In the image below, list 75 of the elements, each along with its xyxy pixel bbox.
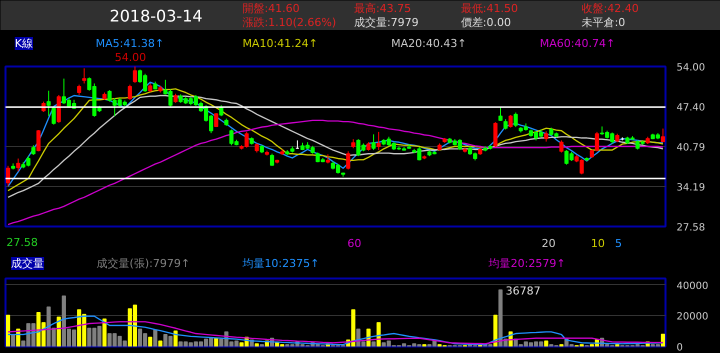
annotation: 36787 bbox=[506, 284, 541, 298]
line-series bbox=[7, 120, 664, 226]
text: 10 bbox=[590, 237, 605, 250]
candlestick bbox=[82, 68, 86, 84]
candlestick bbox=[132, 66, 138, 84]
bar bbox=[153, 330, 158, 346]
bar bbox=[6, 314, 10, 346]
text: MA10:41.24↑ bbox=[242, 37, 318, 50]
bar bbox=[174, 330, 178, 346]
text: 60 bbox=[347, 237, 362, 250]
text: MA20:40.43↑ bbox=[391, 37, 467, 50]
bar bbox=[102, 318, 107, 346]
text: 成交量(張):7979↑ bbox=[96, 257, 190, 270]
text: 最低:41.50 bbox=[460, 2, 518, 15]
candlestick bbox=[270, 153, 274, 166]
candlestick bbox=[16, 158, 20, 172]
text: 均量10:2375↑ bbox=[241, 257, 320, 270]
candlestick bbox=[326, 154, 330, 164]
bar bbox=[11, 334, 16, 346]
y-tick-label: 40.79 bbox=[676, 142, 706, 154]
text: 漲跌:1.10(2.66%) bbox=[242, 16, 336, 29]
y-tick-label: 54.00 bbox=[676, 62, 706, 74]
bar bbox=[660, 334, 666, 346]
candlestick bbox=[351, 138, 356, 149]
candlestick bbox=[219, 104, 224, 117]
y-tick-label: 0 bbox=[676, 342, 683, 353]
candlestick bbox=[46, 90, 51, 117]
text: 54.00 bbox=[114, 51, 146, 64]
text: 成交量 bbox=[11, 257, 44, 270]
bar bbox=[254, 343, 259, 346]
candlestick bbox=[504, 118, 508, 130]
candlestick bbox=[77, 84, 82, 96]
bar bbox=[544, 340, 548, 346]
candlestick bbox=[254, 142, 259, 153]
y-tick-label: 27.58 bbox=[676, 222, 706, 234]
candlestick bbox=[508, 114, 513, 128]
candlestick bbox=[376, 131, 381, 151]
bar bbox=[372, 341, 376, 346]
y-tick-label: 40000 bbox=[676, 280, 708, 292]
text: MA60:40.74↑ bbox=[540, 37, 616, 50]
line-series bbox=[7, 316, 664, 346]
text: 27.58 bbox=[6, 236, 38, 249]
text: K線 bbox=[14, 37, 34, 50]
y-tick-label: 20000 bbox=[676, 312, 708, 323]
bar bbox=[158, 340, 162, 346]
chart-title: 2018-03-14 bbox=[110, 6, 203, 26]
text: 最高:43.75 bbox=[354, 2, 412, 15]
candlestick bbox=[660, 128, 666, 143]
candlestick bbox=[6, 165, 10, 186]
text: 5 bbox=[615, 237, 622, 250]
text: 20 bbox=[542, 237, 556, 250]
bar bbox=[148, 336, 152, 346]
text: 開盤:41.60 bbox=[242, 2, 300, 15]
candlestick bbox=[36, 130, 41, 152]
candlestick bbox=[128, 84, 132, 100]
text: 未平倉:0 bbox=[582, 16, 626, 29]
y-tick-label: 47.40 bbox=[676, 102, 706, 114]
candlestick bbox=[174, 93, 178, 104]
text: 價差:0.00 bbox=[460, 16, 511, 29]
candlestick bbox=[372, 134, 376, 151]
candlestick bbox=[544, 130, 548, 142]
candlestick bbox=[493, 122, 498, 148]
candlestick bbox=[346, 150, 350, 170]
candlestick bbox=[31, 144, 36, 156]
line-series bbox=[7, 321, 664, 344]
y-tick-label: 34.19 bbox=[676, 182, 706, 194]
bar bbox=[214, 338, 218, 346]
text: 均量20:2579↑ bbox=[488, 257, 566, 270]
text: 收盤:42.40 bbox=[582, 2, 639, 15]
candlestick bbox=[559, 140, 564, 153]
text: 成交量:7979 bbox=[354, 16, 419, 29]
text: MA5:41.38↑ bbox=[96, 37, 164, 50]
candlestick bbox=[214, 112, 218, 128]
bar bbox=[56, 316, 61, 346]
candlestick bbox=[514, 112, 518, 128]
